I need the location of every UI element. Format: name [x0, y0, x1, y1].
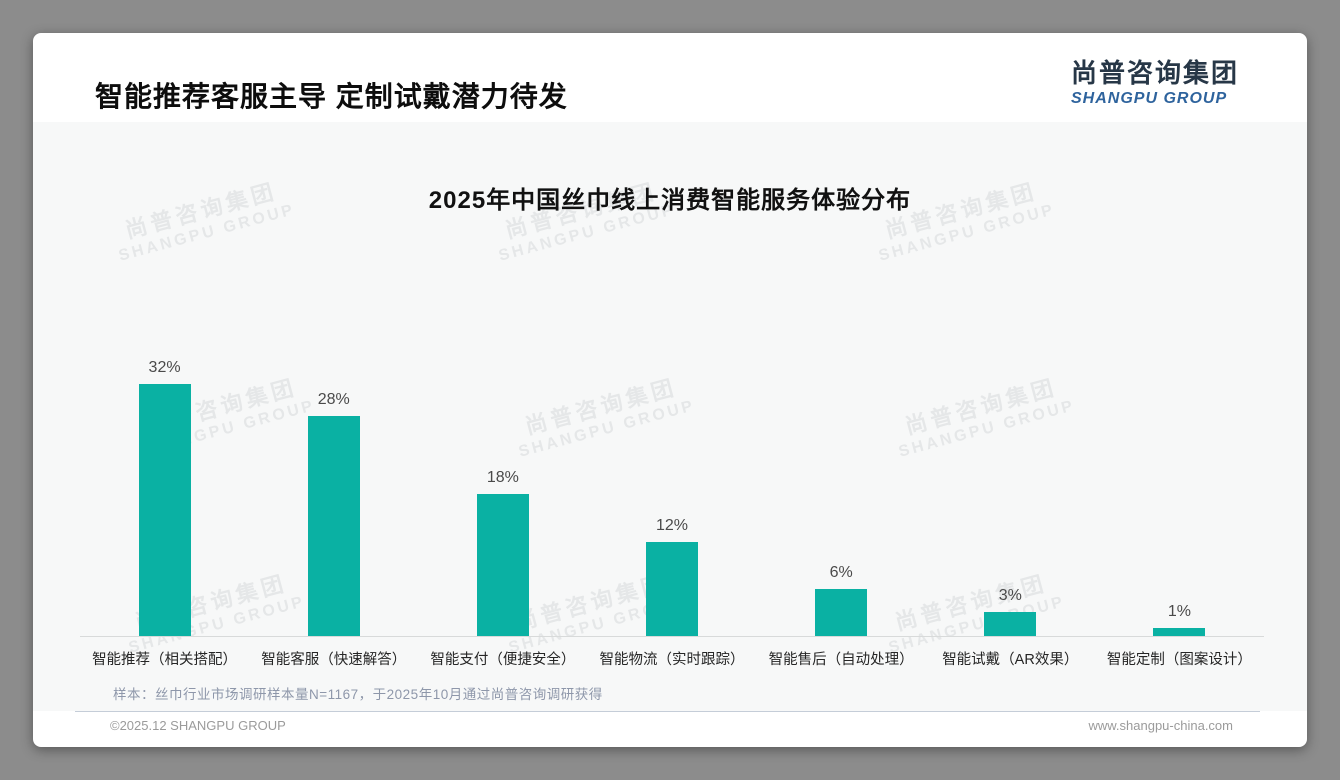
bar-value-label: 3%	[998, 587, 1022, 605]
bar-column: 1%	[1095, 206, 1264, 636]
bar-value-label: 18%	[486, 469, 519, 487]
bar-value-label: 6%	[829, 563, 853, 581]
chart-section: 尚普咨询集团 SHANGPU GROUP 尚普咨询集团 SHANGPU GROUP 尚普…	[33, 122, 1307, 711]
slide-card: 智能推荐客服主导 定制试戴潜力待发 尚普咨询集团 SHANGPU GROUP 尚…	[33, 33, 1307, 747]
bar-value-label: 28%	[317, 390, 350, 408]
category-row: 智能推荐（相关搭配） 智能客服（快速解答） 智能支付（便捷安全） 智能物流（实时跟踪）…	[80, 648, 1264, 669]
bar-value-label: 12%	[655, 516, 688, 534]
bar-category-label: 智能物流（实时跟踪）	[599, 652, 745, 668]
bar	[815, 588, 868, 636]
bar-category-label: 智能推荐（相关搭配）	[92, 652, 238, 668]
copyright-text: ©2025.12 SHANGPU GROUP	[110, 718, 286, 733]
bar-column: 28%	[249, 206, 418, 636]
chart-title: 2025年中国丝巾线上消费智能服务体验分布	[428, 187, 912, 214]
bar-category-label: 智能试戴（AR效果）	[942, 652, 1079, 668]
bar-value-label: 1%	[1167, 603, 1191, 621]
bar-column: 32%	[80, 206, 249, 636]
page-title: 智能推荐客服主导 定制试戴潜力待发	[95, 81, 568, 112]
bar-column: 6%	[757, 206, 926, 636]
bar-column: 18%	[418, 206, 587, 636]
bar	[138, 384, 191, 636]
bar	[1153, 628, 1206, 636]
logo-english-text: SHANGPU GROUP	[1070, 89, 1228, 107]
bar	[307, 415, 360, 636]
bar-columns: 32% 28% 18% 12% 6% 3% 1%	[80, 206, 1264, 636]
company-logo: 尚普咨询集团 SHANGPU GROUP	[1071, 59, 1239, 108]
footer-divider	[75, 711, 1260, 712]
bar-category-label: 智能客服（快速解答）	[261, 652, 407, 668]
sample-footnote: 样本：丝巾行业市场调研样本量N=1167，于2025年10月通过尚普咨询调研获得	[113, 687, 603, 702]
bar-column: 12%	[587, 206, 756, 636]
website-url: www.shangpu-china.com	[1088, 718, 1233, 733]
logo-chinese-text: 尚普咨询集团	[1070, 58, 1239, 88]
bar	[984, 612, 1037, 636]
bar-chart: 2025年中国丝巾线上消费智能服务体验分布 32% 28% 18% 12% 6% 3% 1%…	[33, 122, 1307, 711]
bar	[645, 541, 698, 636]
bar	[476, 494, 529, 636]
bar-category-label: 智能售后（自动处理）	[768, 652, 914, 668]
bar-column: 3%	[926, 206, 1095, 636]
plot-area: 32% 28% 18% 12% 6% 3% 1%	[80, 206, 1264, 636]
bar-category-label: 智能定制（图案设计）	[1106, 652, 1252, 668]
x-axis-line	[80, 636, 1264, 637]
bar-value-label: 32%	[148, 359, 181, 376]
bar-category-label: 智能支付（便捷安全）	[430, 652, 576, 668]
